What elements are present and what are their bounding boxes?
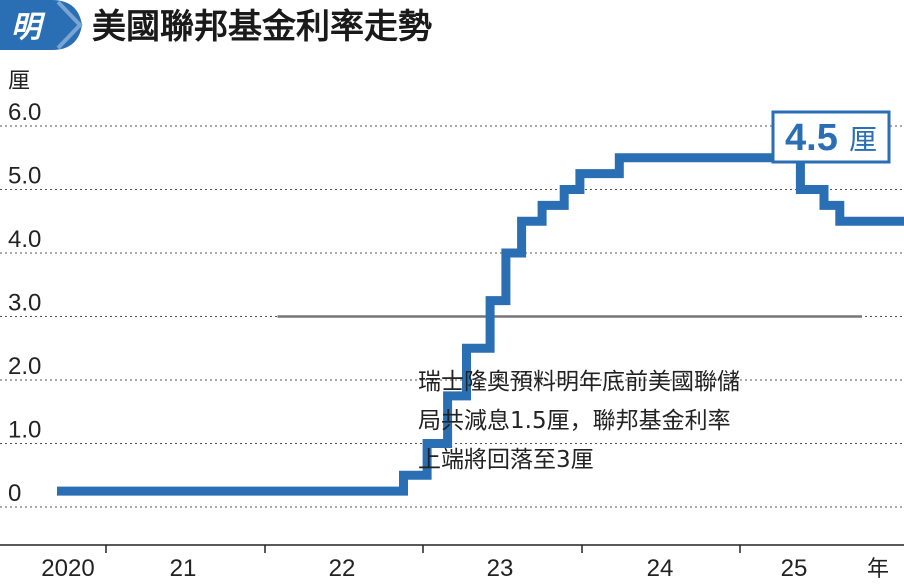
callout-value: 4.5 <box>785 117 838 159</box>
y-tick-label: 5.0 <box>8 163 41 190</box>
x-tick-label: 22 <box>329 555 356 582</box>
annotation: 瑞士隆奧預料明年底前美國聯儲 局共減息1.5厘，聯邦基金利率 上端將回落至3厘 <box>418 369 740 473</box>
y-tick-label: 0 <box>8 480 21 507</box>
y-tick-label: 6.0 <box>8 99 41 126</box>
series-layer <box>57 153 904 496</box>
y-axis-unit-label: 厘 <box>8 69 30 94</box>
logo-chevron-icon <box>56 0 83 50</box>
logo-badge-shape <box>0 0 82 50</box>
x-axis-unit-label: 年 <box>867 557 889 582</box>
annotation-line-3: 上端將回落至3厘 <box>418 447 594 473</box>
logo-text: 明 <box>11 10 46 45</box>
annotation-line-2: 局共減息1.5厘，聯邦基金利率 <box>418 408 731 434</box>
annotation-line-1: 瑞士隆奧預料明年底前美國聯儲 <box>418 369 740 395</box>
x-tick-label: 23 <box>487 555 514 582</box>
callout: 4.5 厘 <box>771 110 891 164</box>
x-tick-label: 24 <box>647 555 674 582</box>
callout-unit: 厘 <box>849 123 877 156</box>
x-tick-label: 25 <box>781 555 808 582</box>
y-tick-label: 1.0 <box>8 417 41 444</box>
y-tick-label: 4.0 <box>8 226 41 253</box>
y-tick-label: 3.0 <box>8 290 41 317</box>
x-tick-labels: 2020 21 22 23 24 25 <box>41 545 807 582</box>
callout-box <box>771 110 891 164</box>
x-tick-label: 21 <box>170 555 197 582</box>
page-title: 美國聯邦基金利率走勢 <box>92 7 432 47</box>
y-tick-label: 2.0 <box>8 353 41 380</box>
rate-series-line <box>57 153 904 496</box>
header: 明 美國聯邦基金利率走勢 <box>0 0 432 50</box>
y-tick-labels: 0 1.0 2.0 3.0 4.0 5.0 6.0 <box>8 99 41 507</box>
x-tick-label: 2020 <box>41 555 94 582</box>
